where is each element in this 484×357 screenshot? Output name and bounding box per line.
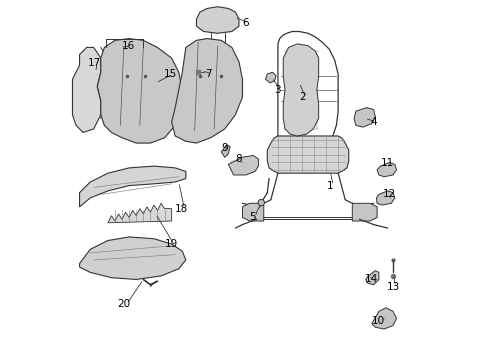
Polygon shape bbox=[72, 47, 101, 132]
Text: 4: 4 bbox=[369, 117, 376, 127]
Polygon shape bbox=[376, 191, 394, 205]
Text: 10: 10 bbox=[371, 316, 384, 326]
Polygon shape bbox=[377, 162, 396, 177]
Text: 8: 8 bbox=[235, 154, 242, 164]
Polygon shape bbox=[221, 145, 229, 157]
Text: 6: 6 bbox=[242, 17, 249, 27]
Polygon shape bbox=[107, 203, 171, 223]
Text: 5: 5 bbox=[248, 212, 255, 222]
Text: 9: 9 bbox=[221, 144, 227, 154]
Text: 13: 13 bbox=[386, 282, 399, 292]
Polygon shape bbox=[365, 271, 378, 285]
Polygon shape bbox=[196, 7, 239, 33]
Polygon shape bbox=[371, 308, 396, 329]
Polygon shape bbox=[267, 136, 348, 173]
Text: 17: 17 bbox=[88, 59, 101, 69]
Text: 18: 18 bbox=[175, 203, 188, 213]
Text: 2: 2 bbox=[299, 92, 305, 102]
Polygon shape bbox=[97, 39, 182, 143]
Polygon shape bbox=[79, 166, 185, 207]
Polygon shape bbox=[79, 237, 185, 280]
Polygon shape bbox=[228, 156, 258, 175]
Text: 20: 20 bbox=[117, 299, 130, 309]
Text: 14: 14 bbox=[364, 275, 378, 285]
Text: 1: 1 bbox=[326, 181, 333, 191]
Text: 11: 11 bbox=[379, 157, 393, 167]
Polygon shape bbox=[353, 108, 375, 127]
Text: 15: 15 bbox=[164, 69, 177, 79]
Ellipse shape bbox=[257, 200, 264, 206]
Text: 12: 12 bbox=[382, 190, 395, 200]
Polygon shape bbox=[351, 203, 377, 221]
Polygon shape bbox=[171, 39, 242, 143]
Polygon shape bbox=[265, 72, 275, 83]
Text: 3: 3 bbox=[274, 85, 281, 95]
Text: 7: 7 bbox=[205, 69, 212, 79]
Text: 19: 19 bbox=[164, 239, 177, 249]
Polygon shape bbox=[242, 203, 263, 221]
Text: 16: 16 bbox=[121, 41, 135, 51]
Polygon shape bbox=[283, 44, 318, 136]
